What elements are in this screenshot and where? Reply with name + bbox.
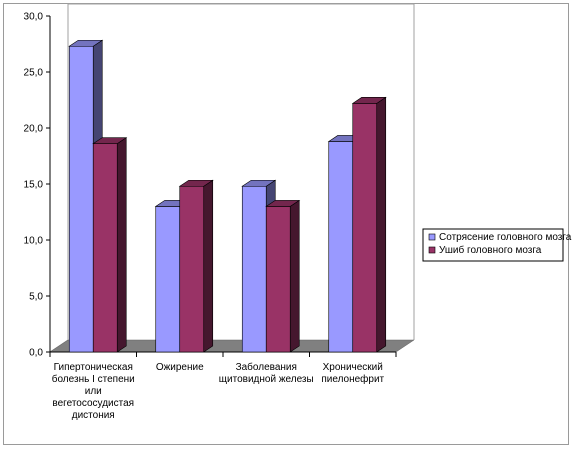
x-category-label-line: или (85, 386, 102, 397)
legend-entry: Ушиб головного мозга (439, 244, 542, 256)
bar-top (92, 137, 128, 144)
bar-side (203, 179, 214, 353)
x-category-label-line: дистония (72, 410, 115, 421)
bar-side (376, 96, 387, 353)
y-tick-label: 0,0 (29, 348, 43, 359)
x-category-label-line: пиелонефрит (321, 373, 384, 385)
legend-entry: Сотрясение головного мозга (439, 232, 572, 243)
x-category-label: Заболевания щитовидной железы (219, 361, 314, 385)
x-category-label-line: Хронический (323, 362, 383, 373)
y-tick-label: 5,0 (29, 292, 43, 303)
y-tick-label: 25,0 (24, 68, 44, 79)
bar-side (289, 199, 300, 353)
bar-front (179, 185, 205, 353)
bar-front (155, 206, 181, 353)
y-tick-label: 10,0 (24, 236, 44, 247)
bar-front (352, 103, 378, 353)
y-tick-label: 30,0 (24, 12, 44, 23)
bar-front (92, 143, 118, 353)
x-category-label-line: щитовидной железы (219, 374, 314, 385)
bar-front (68, 45, 94, 353)
legend-swatch (428, 246, 436, 254)
x-category-label: Гипертоническая болезнь I степени или вегет… (52, 362, 135, 421)
x-category-label-line: болезнь I степени (52, 373, 135, 385)
bar-front (328, 141, 354, 353)
x-category-label-line: вегетососудистая (52, 398, 134, 409)
bar-top (351, 97, 387, 104)
bar-top (265, 200, 301, 207)
y-tick-label: 20,0 (24, 124, 44, 135)
bar-top (178, 179, 214, 187)
x-category-label: Хронический пиелонефрит (321, 362, 384, 385)
x-category-label-line: Заболевания (236, 361, 297, 373)
bar-side (116, 137, 127, 353)
legend-box (422, 228, 564, 262)
x-category-label-line: Гипертоническая (54, 362, 133, 373)
bar-top (241, 179, 277, 187)
bar-front (265, 206, 291, 353)
y-tick-label: 15,0 (24, 180, 44, 191)
bar-top (68, 39, 104, 47)
x-category-label-line: Ожирение (156, 362, 204, 373)
x-category-label: Ожирение (156, 362, 204, 373)
legend-swatch (428, 233, 436, 241)
bar-front (241, 185, 267, 353)
